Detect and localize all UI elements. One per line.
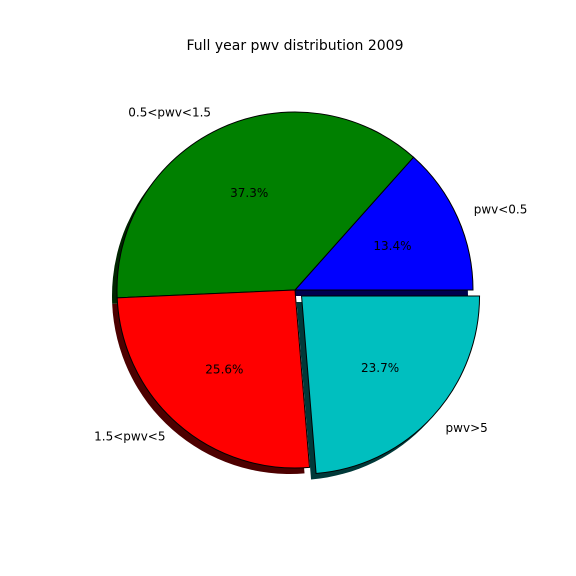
value-label: 37.3%: [230, 186, 268, 200]
slice-label: pwv>5: [446, 421, 488, 435]
pie-slice: [116, 111, 415, 299]
pie-slice: [293, 156, 474, 291]
pie-slice: [301, 295, 481, 474]
pie-slice: [116, 289, 311, 469]
slice-label: pwv<0.5: [474, 202, 528, 216]
value-label: 13.4%: [373, 239, 411, 253]
chart-title: Full year pwv distribution 2009: [186, 38, 403, 54]
value-label: 23.7%: [361, 361, 399, 375]
value-label: 25.6%: [205, 363, 243, 377]
slice-label: 1.5<pwv<5: [94, 429, 165, 443]
slice-label: 0.5<pwv<1.5: [128, 106, 211, 120]
